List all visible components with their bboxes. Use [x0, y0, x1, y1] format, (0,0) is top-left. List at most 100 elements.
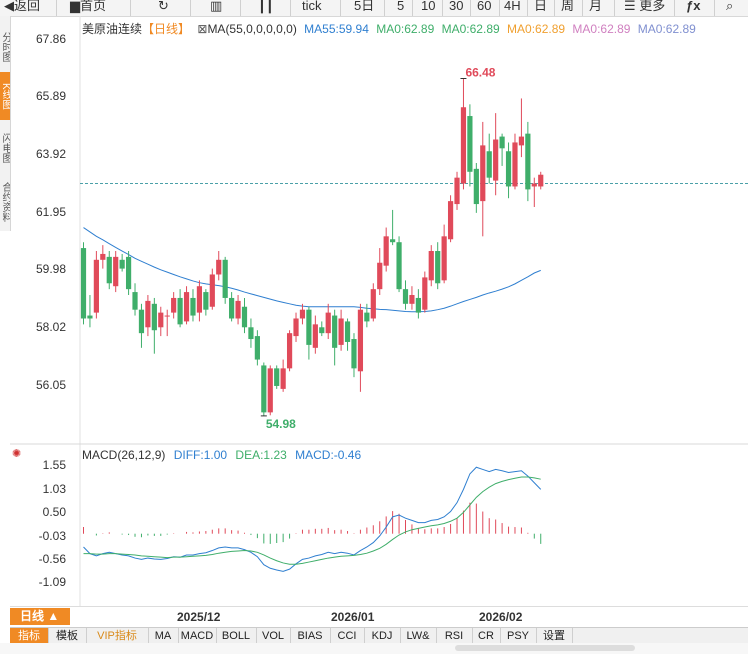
candle [338, 309, 344, 351]
instrument-name: 美原油连续 [82, 22, 143, 36]
tab-vol[interactable]: VOL [256, 628, 291, 644]
period-label: 【日线】 [142, 22, 191, 36]
ma-settings-icon[interactable]: ⊠ [197, 22, 208, 36]
tab-boll[interactable]: BOLL [216, 628, 257, 644]
candle [493, 113, 499, 196]
candle [229, 292, 235, 322]
candle [177, 289, 183, 328]
price-tick: 59.98 [35, 262, 66, 276]
candle [435, 242, 441, 290]
candle [441, 224, 447, 284]
candle [467, 104, 473, 187]
period-30min[interactable]: 30 [449, 0, 464, 13]
period-5day[interactable]: 5日 [354, 0, 375, 13]
candle [312, 315, 318, 354]
candle-body [480, 145, 486, 202]
candle [486, 133, 492, 184]
ma55-value: MA55:59.94 [304, 22, 369, 36]
bar-chart-button[interactable]: ▥ [210, 0, 222, 16]
candle [390, 209, 396, 246]
candle-body [196, 286, 203, 313]
candle-body [332, 315, 338, 348]
tab-timeshare[interactable]: 分时图 [0, 32, 10, 62]
candle-body [274, 368, 280, 386]
price-tick: 56.05 [35, 378, 66, 392]
tab-indicators[interactable]: 指标 [10, 628, 49, 644]
macd-tick: -0.56 [38, 552, 66, 566]
macd-tick: 1.03 [42, 482, 66, 496]
period-week[interactable]: 周 [561, 0, 575, 13]
candle [164, 309, 170, 337]
candle [190, 289, 196, 322]
tab-lwr[interactable]: LW& [400, 628, 437, 644]
candle [473, 162, 479, 213]
dea-value: DEA:1.23 [235, 448, 287, 462]
tab-cci[interactable]: CCI [330, 628, 365, 644]
candle-body [248, 327, 254, 340]
date-label: 2026/02 [479, 610, 523, 624]
indicator-tabs: 指标 模板 VIP指标 MA MACD BOLL VOL BIAS CCI KD… [10, 627, 748, 645]
candle [538, 171, 544, 190]
period-dropdown[interactable]: 日线 ▲ [10, 608, 70, 625]
tick-button[interactable]: tick [302, 0, 322, 13]
ma-value: MA0:62.89 [637, 22, 696, 36]
candle-body [493, 139, 499, 181]
candle-body [312, 324, 318, 348]
macd-tick: 1.55 [42, 458, 66, 472]
tab-settings[interactable]: 设置 [536, 628, 573, 644]
candle [447, 195, 454, 243]
candle-body [390, 239, 396, 243]
tab-cr[interactable]: CR [472, 628, 501, 644]
candle [286, 330, 293, 372]
tab-contract-info[interactable]: 合约资料 [0, 182, 10, 222]
candle [87, 295, 93, 328]
candle [93, 251, 99, 319]
search-button[interactable]: ⌕ [726, 0, 733, 16]
candle [351, 333, 357, 378]
period-10min[interactable]: 10 [421, 0, 436, 13]
period-5min[interactable]: 5 [397, 0, 405, 13]
indicator-settings-icon[interactable]: ✺ [12, 448, 22, 460]
candle [171, 292, 177, 319]
tab-ma[interactable]: MA [148, 628, 179, 644]
candle [113, 251, 119, 293]
candle-body [518, 136, 525, 146]
kline-chart[interactable]: 66.48 54.98 [10, 16, 748, 606]
date-label: 2025/12 [177, 610, 221, 624]
tab-vip-indicators[interactable]: VIP指标 [86, 628, 149, 644]
tab-rsi[interactable]: RSI [436, 628, 473, 644]
tab-bias[interactable]: BIAS [290, 628, 331, 644]
candle [222, 256, 228, 304]
ma-legend: 美原油连续【日线】 ⊠MA(55,0,0,0,0,0) MA55:59.94 M… [82, 20, 700, 37]
tab-template[interactable]: 模板 [48, 628, 87, 644]
period-month[interactable]: 月 [589, 0, 603, 13]
candle [454, 171, 460, 210]
tab-macd[interactable]: MACD [178, 628, 217, 644]
tab-psy[interactable]: PSY [500, 628, 537, 644]
more-button[interactable]: ☰ 更多 [624, 0, 666, 13]
candle [396, 236, 402, 293]
price-tick: 58.02 [35, 320, 66, 334]
tab-kline[interactable]: K线图 [0, 72, 10, 120]
tab-kdj[interactable]: KDJ [364, 628, 401, 644]
period-4h[interactable]: 4H [504, 0, 521, 13]
period-day[interactable]: 日 [534, 0, 548, 13]
candle [415, 289, 421, 319]
macd-params: MACD(26,12,9) [82, 448, 166, 462]
back-button[interactable]: ◀返回 [4, 0, 41, 13]
candle-body [454, 177, 460, 205]
refresh-button[interactable]: ↻ [158, 0, 169, 16]
candle-body [100, 253, 106, 260]
candle-body [171, 297, 177, 313]
candle-body [299, 309, 306, 319]
horizontal-scrollbar[interactable] [455, 645, 635, 651]
formula-button[interactable]: ƒx [686, 0, 701, 13]
period-60min[interactable]: 60 [477, 0, 492, 13]
candle-body [113, 256, 119, 287]
tab-flash[interactable]: 闪电图 [0, 133, 10, 163]
candle [196, 280, 203, 322]
price-tick: 67.86 [35, 32, 66, 46]
price-tick: 61.95 [35, 205, 66, 219]
home-button[interactable]: ▆首页 [70, 0, 107, 13]
candle-chart-button[interactable]: ┃┃ [258, 0, 274, 16]
